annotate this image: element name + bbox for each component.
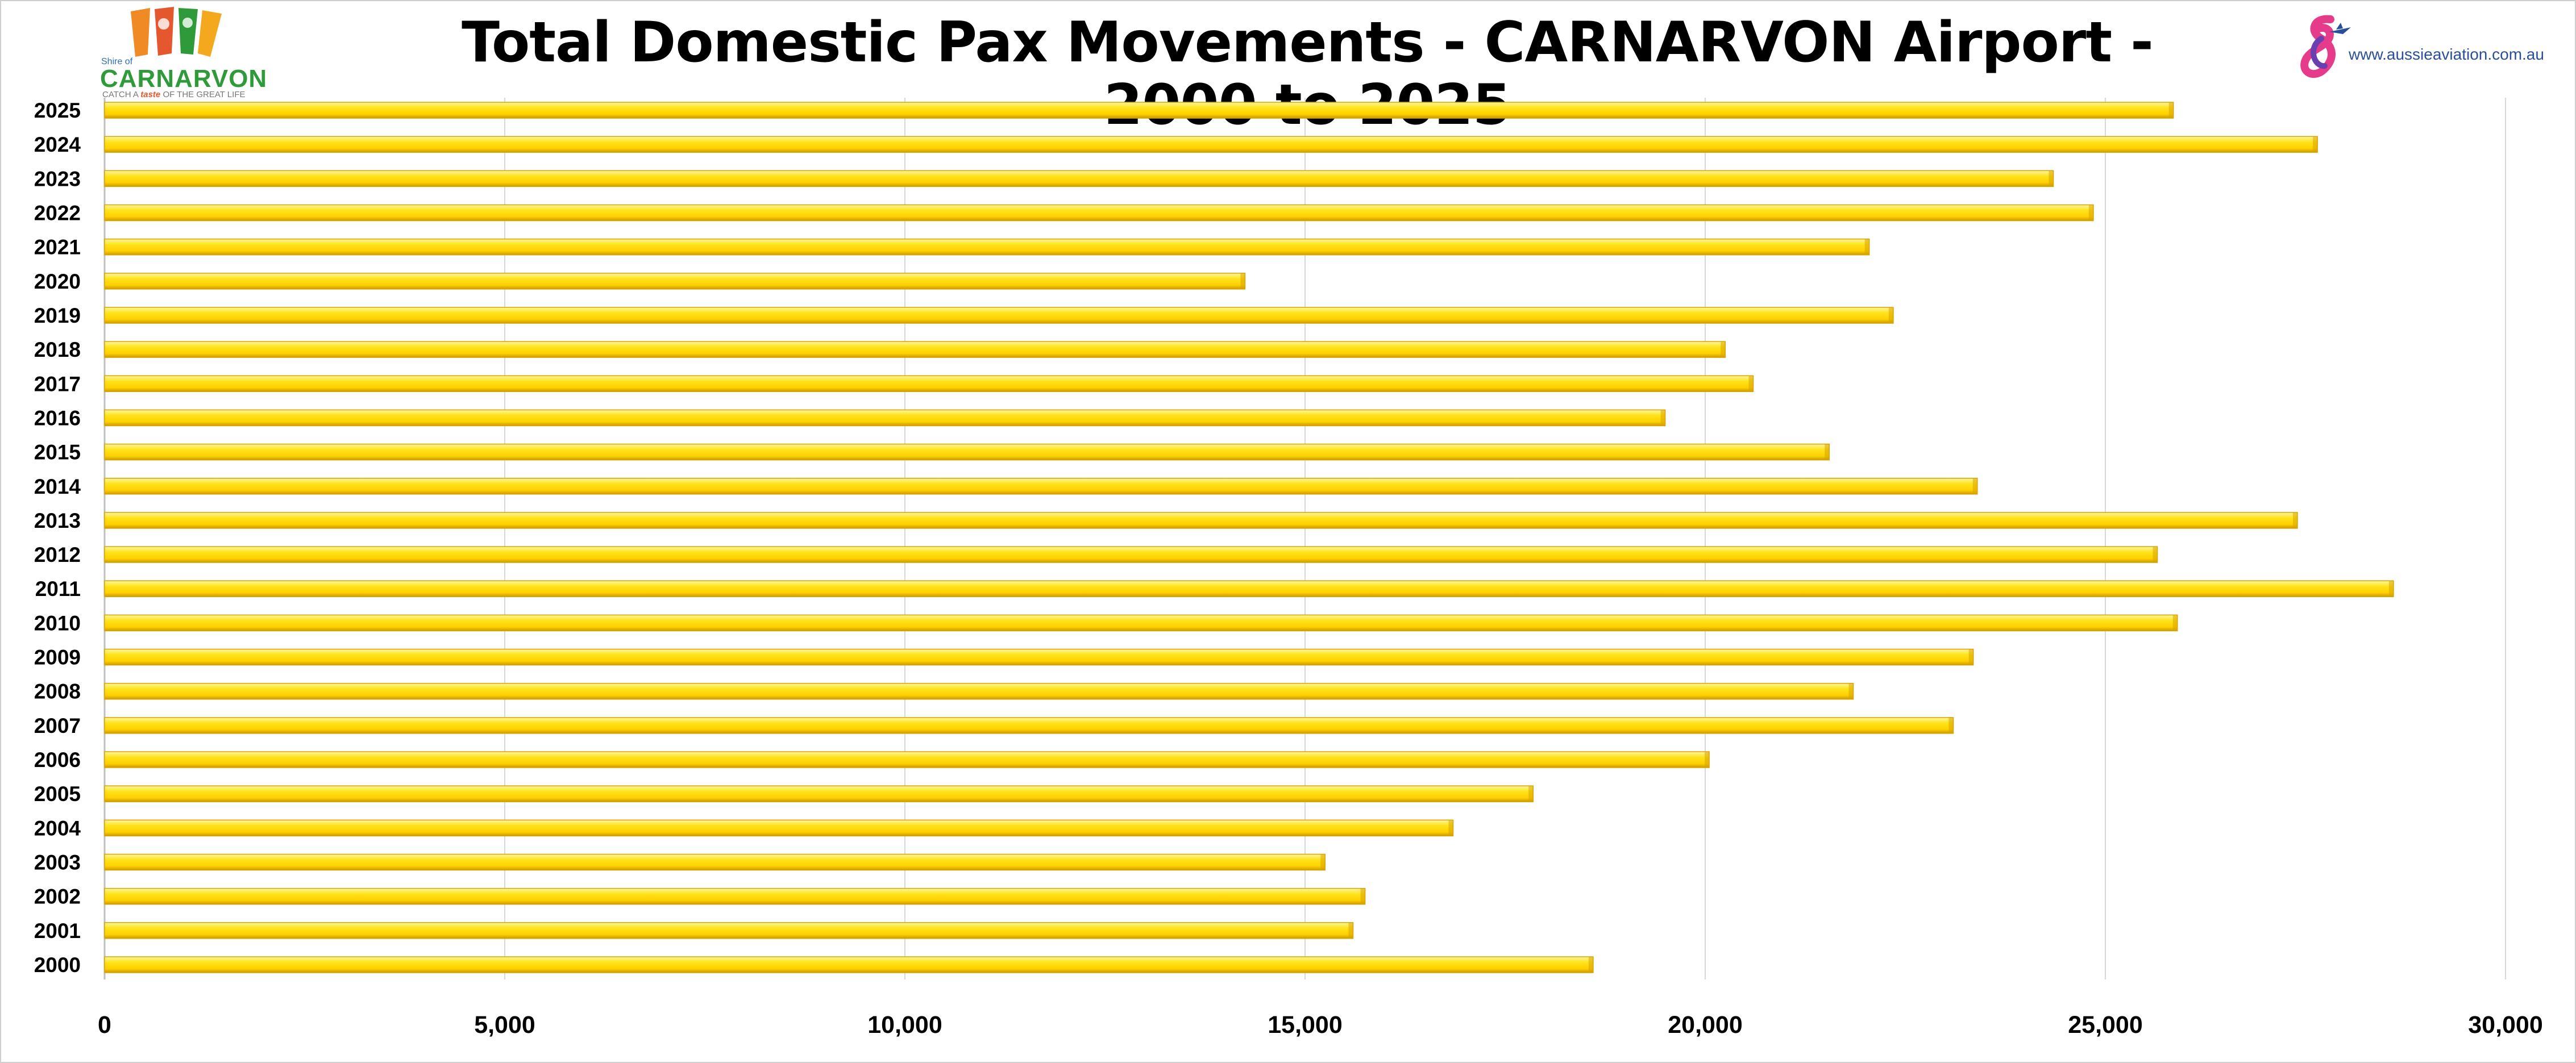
bar-2008 [104,682,1854,700]
bar-2005 [104,785,1534,802]
y-tick-label-2014: 2014 [34,475,81,498]
y-tick-label-2021: 2021 [34,236,81,259]
y-tick-label-2015: 2015 [34,441,81,464]
website-url: www.aussieaviation.com.au [2349,45,2544,63]
y-tick-label-2003: 2003 [34,851,81,874]
x-tick-label-25000: 25,000 [2068,1011,2143,1039]
bar-end-2022 [2088,205,2093,221]
bar-end-2023 [2049,170,2054,187]
y-tick-label-2004: 2004 [34,816,81,840]
x-tick-label-0: 0 [98,1011,111,1039]
bar-end-2016 [1660,410,1665,426]
x-tick-label-10000: 10,000 [867,1011,942,1039]
bar-2022 [104,204,2094,222]
bar-end-2008 [1848,683,1854,699]
x-tick-label-15000: 15,000 [1268,1011,1343,1039]
bar-2001 [104,922,1354,939]
y-tick-label-2000: 2000 [34,953,81,977]
carnarvon-name: CARNARVON [100,65,268,93]
y-tick-label-2006: 2006 [34,748,81,772]
bar-end-2014 [1972,478,1977,494]
bar-2013 [104,512,2298,529]
bar-2025 [104,102,2174,119]
bar-2004 [104,819,1454,837]
bar-2002 [104,887,1366,905]
bar-end-2011 [2388,581,2394,597]
y-tick-label-2024: 2024 [34,133,81,156]
carnarvon-shire-logo: Shire of CARNARVON CATCH A taste OF THE … [100,5,267,100]
bar-end-2025 [2168,102,2174,118]
bar-2023 [104,170,2054,187]
aussie-aviation-logo: www.aussieaviation.com.au [2296,15,2563,83]
bar-2000 [104,956,1594,973]
bar-2017 [104,375,1754,393]
bar-2016 [104,409,1666,427]
bar-end-2015 [1825,444,1830,460]
y-tick-label-2001: 2001 [34,919,81,943]
bar-2021 [104,238,1870,256]
bar-end-2013 [2292,512,2297,528]
x-tick-label-20000: 20,000 [1668,1011,1743,1039]
bar-end-2024 [2313,136,2318,153]
bar-end-2001 [1348,922,1353,939]
y-tick-label-2009: 2009 [34,646,81,669]
y-tick-label-2018: 2018 [34,338,81,361]
bar-end-2007 [1948,717,1954,733]
bar-2007 [104,717,1954,734]
bar-end-2012 [2153,547,2158,563]
y-tick-label-2019: 2019 [34,304,81,327]
bar-2012 [104,546,2158,563]
bar-2011 [104,580,2394,597]
bar-2009 [104,648,1974,666]
bar-end-2019 [1888,307,1893,323]
y-tick-label-2002: 2002 [34,885,81,908]
y-tick-label-2012: 2012 [34,543,81,566]
bar-2003 [104,853,1326,871]
y-tick-label-2007: 2007 [34,714,81,737]
y-tick-label-2011: 2011 [35,577,81,601]
y-tick-label-2025: 2025 [34,99,81,122]
bar-end-2017 [1748,376,1754,392]
bar-end-2010 [2172,615,2178,631]
y-tick-label-2022: 2022 [34,201,81,224]
y-tick-label-2008: 2008 [34,680,81,703]
bar-2010 [104,614,2178,632]
y-axis-tick-labels: 2000 2001 2002 2003 2004 2005 2006 2007 2008 2009… [34,99,81,977]
y-tick-label-2020: 2020 [34,270,81,293]
bar-end-2006 [1705,752,1710,768]
bar-end-2000 [1588,957,1593,973]
chart-title: Total Domestic Pax Movements - CARNARVON… [462,10,2154,136]
x-tick-label-5000: 5,000 [474,1011,535,1039]
bar-end-2004 [1448,820,1453,836]
x-axis-tick-labels: 0 5,000 10,000 15,000 20,000 25,000 30,000 [98,1011,2543,1039]
gridlines [103,98,2506,979]
bar-2015 [104,443,1830,461]
y-tick-label-2005: 2005 [34,782,81,806]
bar-end-2018 [1721,341,1726,358]
bar-2019 [104,307,1894,324]
bars [104,102,2394,973]
carnarvon-tagline: CATCH A taste OF THE GREAT LIFE [102,90,246,99]
bar-2020 [104,273,1246,290]
bar-2014 [104,478,1978,495]
carnarvon-stripes-icon [131,7,222,57]
bar-2024 [104,136,2318,153]
bar-end-2021 [1864,239,1869,255]
bar-end-2003 [1320,854,1326,870]
bar-end-2002 [1360,888,1365,904]
y-tick-label-2017: 2017 [34,372,81,395]
aussie-aviation-icon [2300,15,2351,78]
bar-end-2009 [1968,649,1973,665]
bar-2018 [104,341,1726,358]
bar-2006 [104,751,1710,768]
x-tick-label-30000: 30,000 [2468,1011,2543,1039]
bar-end-2005 [1528,786,1534,802]
shire-of-text: Shire of [101,57,133,66]
y-tick-label-2016: 2016 [34,406,81,430]
y-tick-label-2010: 2010 [34,611,81,635]
bar-end-2020 [1240,273,1245,289]
y-tick-label-2013: 2013 [34,509,81,532]
y-tick-label-2023: 2023 [34,167,81,190]
